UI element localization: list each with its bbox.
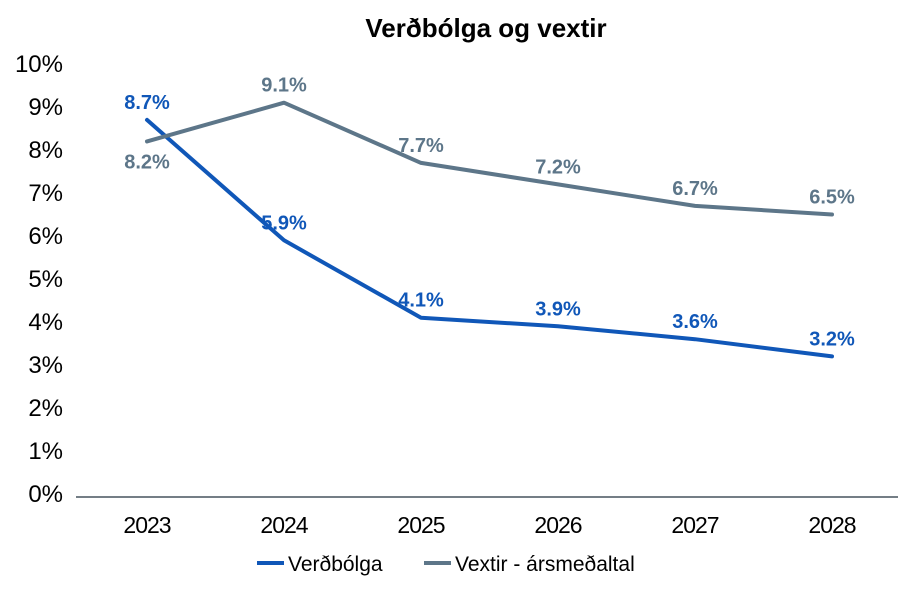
legend: Verðbólga Vextir - ársmeðaltal	[257, 553, 635, 576]
y-tick-label: 10%	[15, 51, 63, 78]
y-tick-label: 6%	[28, 223, 63, 250]
x-tick-label: 2026	[534, 512, 581, 538]
data-label: 6.5%	[809, 187, 855, 209]
y-tick-label: 1%	[28, 438, 63, 465]
y-tick-label: 9%	[28, 94, 63, 121]
data-label: 7.2%	[535, 156, 581, 178]
data-label: 3.6%	[672, 311, 718, 333]
data-label: 3.9%	[535, 298, 581, 320]
y-tick-label: 2%	[28, 395, 63, 422]
y-tick-label: 4%	[28, 309, 63, 336]
legend-label-vextir: Vextir - ársmeðaltal	[455, 553, 635, 576]
data-labels: 8.7% 5.9% 4.1% 3.9% 3.6% 3.2% 8.2% 9.1% 7.7% 7.2%…	[124, 75, 855, 351]
chart-title: Verðbólga og vextir	[365, 13, 606, 43]
series-line-0	[145, 117, 834, 359]
data-label: 3.2%	[809, 328, 855, 350]
y-tick-label: 7%	[28, 180, 63, 207]
series-line-1	[145, 100, 834, 217]
y-tick-label: 0%	[28, 481, 63, 508]
x-tick-label: 2025	[397, 512, 444, 538]
y-tick-label: 5%	[28, 266, 63, 293]
x-tick-label: 2027	[671, 512, 718, 538]
data-label: 6.7%	[672, 178, 718, 200]
x-tick-label: 2028	[808, 512, 855, 538]
data-label: 8.7%	[124, 92, 170, 114]
data-label: 7.7%	[398, 135, 444, 157]
x-tick-label: 2023	[123, 512, 170, 538]
data-label: 9.1%	[261, 75, 307, 97]
data-label: 4.1%	[398, 290, 444, 312]
x-tick-label: 2024	[260, 512, 308, 538]
data-label: 8.2%	[124, 151, 170, 173]
y-tick-label: 8%	[28, 137, 63, 164]
data-label: 5.9%	[261, 212, 307, 234]
y-axis-labels: 0% 1% 2% 3% 4% 5% 6% 7% 8% 9% 10%	[15, 51, 63, 508]
x-axis-labels: 2023 2024 2025 2026 2027 2028	[123, 512, 856, 538]
y-tick-label: 3%	[28, 352, 63, 379]
series-lines	[145, 100, 834, 359]
legend-label-verdbolga: Verðbólga	[288, 553, 383, 576]
